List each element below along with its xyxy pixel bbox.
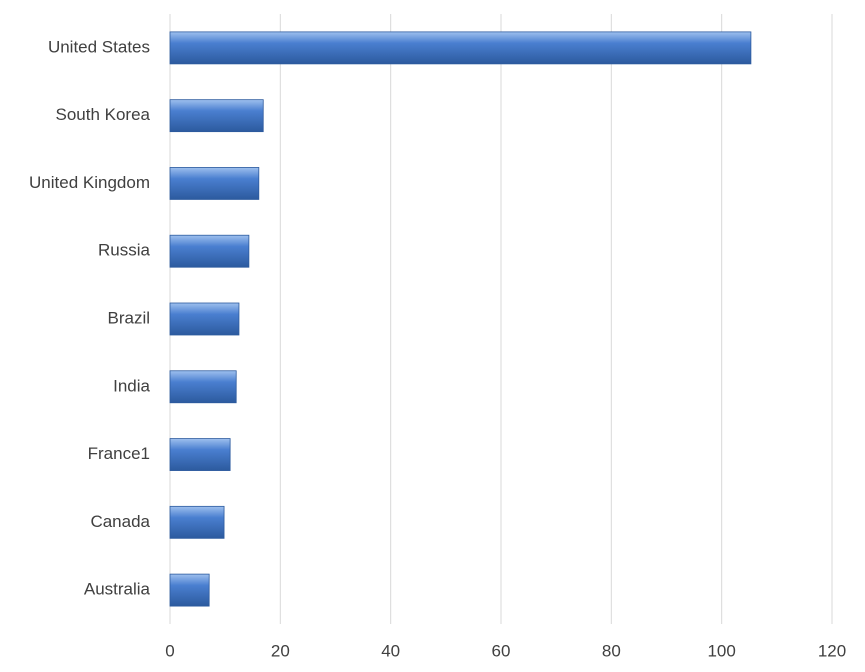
- x-tick-label: 60: [492, 641, 511, 660]
- x-tick-label: 0: [165, 641, 174, 660]
- y-tick-label: United States: [48, 37, 150, 56]
- bar: [169, 31, 752, 65]
- x-tick-label: 100: [707, 641, 735, 660]
- bar: [169, 573, 210, 607]
- y-tick-label: Brazil: [107, 308, 150, 327]
- y-tick-label: South Korea: [55, 105, 150, 124]
- y-tick-label: India: [113, 376, 150, 395]
- x-tick-label: 80: [602, 641, 621, 660]
- bar: [169, 302, 240, 336]
- bar: [169, 234, 250, 268]
- y-tick-label: France1: [88, 444, 150, 463]
- bar: [169, 167, 260, 200]
- bar: [169, 438, 231, 471]
- y-tick-label: Russia: [98, 241, 151, 260]
- x-tick-label: 20: [271, 641, 290, 660]
- y-tick-label: United Kingdom: [29, 173, 150, 192]
- bar: [169, 370, 237, 404]
- x-tick-label: 40: [381, 641, 400, 660]
- x-tick-label: 120: [818, 641, 846, 660]
- bar: [169, 99, 264, 133]
- y-tick-label: Canada: [90, 512, 150, 531]
- y-tick-label: Australia: [84, 580, 151, 599]
- bar: [169, 505, 225, 539]
